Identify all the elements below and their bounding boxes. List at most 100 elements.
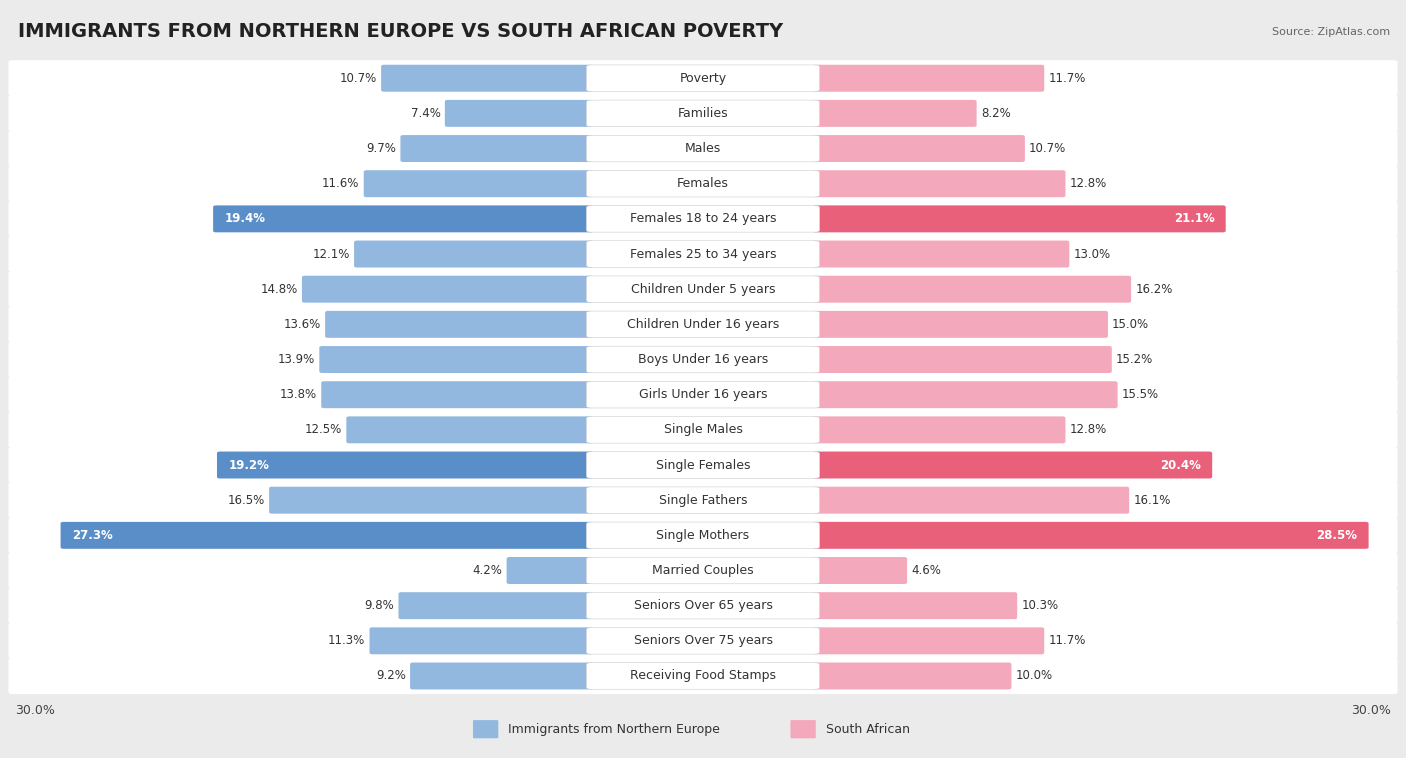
FancyBboxPatch shape — [813, 135, 1025, 162]
FancyBboxPatch shape — [813, 276, 1130, 302]
Text: Families: Families — [678, 107, 728, 120]
FancyBboxPatch shape — [586, 593, 820, 619]
FancyBboxPatch shape — [586, 487, 820, 513]
Text: 28.5%: 28.5% — [1316, 529, 1357, 542]
Text: Married Couples: Married Couples — [652, 564, 754, 577]
FancyBboxPatch shape — [398, 592, 593, 619]
Text: 16.1%: 16.1% — [1133, 493, 1171, 506]
FancyBboxPatch shape — [586, 65, 820, 92]
FancyBboxPatch shape — [586, 522, 820, 549]
FancyBboxPatch shape — [813, 662, 1011, 690]
FancyBboxPatch shape — [8, 60, 1398, 96]
Text: 15.2%: 15.2% — [1116, 353, 1153, 366]
Text: Single Fathers: Single Fathers — [659, 493, 747, 506]
FancyBboxPatch shape — [8, 587, 1398, 624]
FancyBboxPatch shape — [813, 100, 977, 127]
FancyBboxPatch shape — [813, 557, 907, 584]
Text: 11.7%: 11.7% — [1049, 634, 1085, 647]
FancyBboxPatch shape — [586, 311, 820, 337]
FancyBboxPatch shape — [586, 662, 820, 689]
FancyBboxPatch shape — [813, 64, 1045, 92]
Text: Children Under 16 years: Children Under 16 years — [627, 318, 779, 330]
Text: 21.1%: 21.1% — [1174, 212, 1215, 225]
FancyBboxPatch shape — [319, 346, 593, 373]
FancyBboxPatch shape — [506, 557, 593, 584]
FancyBboxPatch shape — [813, 346, 1112, 373]
Text: 9.7%: 9.7% — [367, 142, 396, 155]
FancyBboxPatch shape — [8, 377, 1398, 413]
FancyBboxPatch shape — [790, 720, 815, 738]
FancyBboxPatch shape — [401, 135, 593, 162]
Text: Single Mothers: Single Mothers — [657, 529, 749, 542]
Text: 8.2%: 8.2% — [981, 107, 1011, 120]
Text: Children Under 5 years: Children Under 5 years — [631, 283, 775, 296]
Text: 15.0%: 15.0% — [1112, 318, 1149, 330]
Text: Single Males: Single Males — [664, 424, 742, 437]
FancyBboxPatch shape — [8, 271, 1398, 307]
Text: 9.2%: 9.2% — [375, 669, 406, 682]
Text: Females 18 to 24 years: Females 18 to 24 years — [630, 212, 776, 225]
FancyBboxPatch shape — [8, 482, 1398, 518]
FancyBboxPatch shape — [411, 662, 593, 690]
FancyBboxPatch shape — [586, 628, 820, 654]
Text: Poverty: Poverty — [679, 72, 727, 85]
FancyBboxPatch shape — [813, 171, 1066, 197]
FancyBboxPatch shape — [444, 100, 593, 127]
FancyBboxPatch shape — [217, 452, 593, 478]
FancyBboxPatch shape — [269, 487, 593, 514]
FancyBboxPatch shape — [8, 517, 1398, 553]
Text: 11.6%: 11.6% — [322, 177, 360, 190]
FancyBboxPatch shape — [8, 96, 1398, 131]
Text: 7.4%: 7.4% — [411, 107, 440, 120]
FancyBboxPatch shape — [8, 165, 1398, 202]
Text: 30.0%: 30.0% — [1351, 703, 1391, 717]
FancyBboxPatch shape — [586, 205, 820, 232]
Text: 13.9%: 13.9% — [278, 353, 315, 366]
Text: 15.5%: 15.5% — [1122, 388, 1159, 401]
FancyBboxPatch shape — [8, 658, 1398, 694]
FancyBboxPatch shape — [813, 592, 1017, 619]
FancyBboxPatch shape — [302, 276, 593, 302]
FancyBboxPatch shape — [586, 100, 820, 127]
Text: 10.0%: 10.0% — [1015, 669, 1053, 682]
Text: 13.0%: 13.0% — [1074, 248, 1111, 261]
Text: 12.8%: 12.8% — [1070, 424, 1107, 437]
FancyBboxPatch shape — [346, 416, 593, 443]
FancyBboxPatch shape — [813, 381, 1118, 408]
Text: Females 25 to 34 years: Females 25 to 34 years — [630, 248, 776, 261]
FancyBboxPatch shape — [586, 346, 820, 373]
Text: 4.6%: 4.6% — [911, 564, 941, 577]
FancyBboxPatch shape — [325, 311, 593, 338]
FancyBboxPatch shape — [8, 553, 1398, 589]
Text: 4.2%: 4.2% — [472, 564, 502, 577]
Text: Seniors Over 65 years: Seniors Over 65 years — [634, 599, 772, 612]
FancyBboxPatch shape — [60, 522, 593, 549]
FancyBboxPatch shape — [813, 416, 1066, 443]
FancyBboxPatch shape — [813, 240, 1070, 268]
Text: 19.4%: 19.4% — [225, 212, 266, 225]
FancyBboxPatch shape — [586, 241, 820, 268]
FancyBboxPatch shape — [813, 311, 1108, 338]
Text: 12.1%: 12.1% — [312, 248, 350, 261]
FancyBboxPatch shape — [354, 240, 593, 268]
FancyBboxPatch shape — [8, 306, 1398, 343]
Text: 20.4%: 20.4% — [1160, 459, 1201, 471]
FancyBboxPatch shape — [586, 417, 820, 443]
Text: Females: Females — [678, 177, 728, 190]
FancyBboxPatch shape — [370, 628, 593, 654]
Text: 9.8%: 9.8% — [364, 599, 394, 612]
FancyBboxPatch shape — [8, 412, 1398, 448]
Text: 19.2%: 19.2% — [228, 459, 269, 471]
FancyBboxPatch shape — [586, 135, 820, 161]
Text: 11.3%: 11.3% — [328, 634, 366, 647]
FancyBboxPatch shape — [8, 130, 1398, 167]
Text: 10.7%: 10.7% — [1029, 142, 1066, 155]
Text: 30.0%: 30.0% — [15, 703, 55, 717]
FancyBboxPatch shape — [586, 171, 820, 197]
Text: 16.2%: 16.2% — [1135, 283, 1173, 296]
FancyBboxPatch shape — [321, 381, 593, 408]
Text: Single Females: Single Females — [655, 459, 751, 471]
Text: 11.7%: 11.7% — [1049, 72, 1085, 85]
FancyBboxPatch shape — [8, 201, 1398, 237]
FancyBboxPatch shape — [586, 276, 820, 302]
